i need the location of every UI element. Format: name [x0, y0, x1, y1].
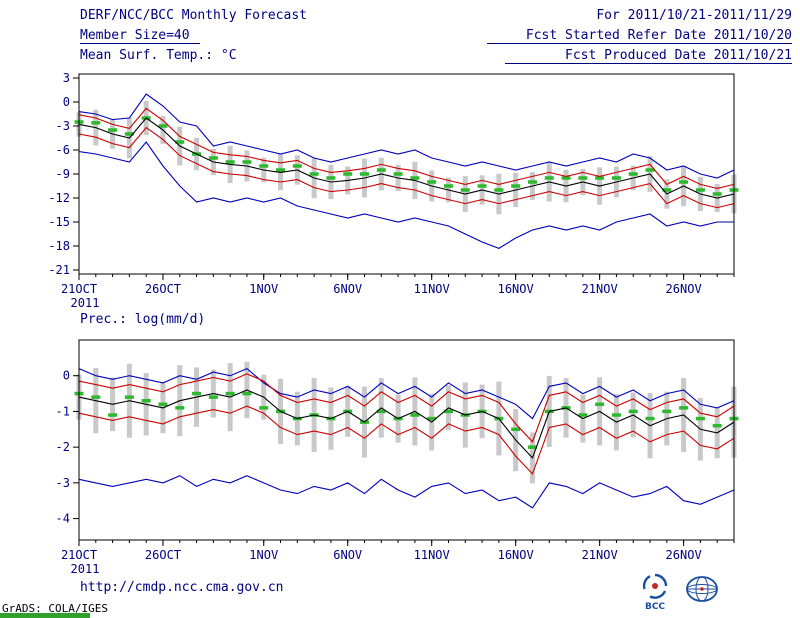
svg-text:-12: -12: [48, 191, 70, 205]
fcst-produced-label: Fcst Produced Date 2011/10/21: [565, 48, 792, 63]
precipitation-chart: 0 -1 -2 -3 -4 21OCT 26OCT 1NOV 6NOV 11NOV 16NOV 21N…: [22, 330, 778, 576]
svg-text:1NOV: 1NOV: [249, 548, 278, 562]
footer-logos: BCC: [638, 572, 724, 612]
svg-text:6NOV: 6NOV: [333, 548, 362, 562]
svg-text:-4: -4: [56, 512, 70, 526]
temperature-chart: 3 0 -3 -6 -9 -12 -15 -18 -21 21OCT 26OCT 1NOV 6NOV 11…: [22, 64, 778, 310]
bcc-logo-icon: BCC: [642, 573, 668, 612]
svg-text:16NOV: 16NOV: [498, 282, 534, 296]
svg-text:21NOV: 21NOV: [582, 548, 618, 562]
svg-text:-6: -6: [56, 143, 70, 157]
ncc-cma-globe-logo-icon: [686, 576, 718, 602]
svg-text:6NOV: 6NOV: [333, 282, 362, 296]
svg-text:11NOV: 11NOV: [414, 282, 450, 296]
source-url-link[interactable]: http://cmdp.ncc.cma.gov.cn: [80, 580, 284, 595]
svg-text:-3: -3: [56, 476, 70, 490]
svg-text:26OCT: 26OCT: [145, 282, 181, 296]
svg-text:26OCT: 26OCT: [145, 548, 181, 562]
page-title: DERF/NCC/BCC Monthly Forecast: [80, 8, 307, 23]
header-underline-right-1: [487, 43, 792, 44]
svg-text:26NOV: 26NOV: [666, 548, 702, 562]
svg-text:2011: 2011: [71, 296, 100, 310]
header-underline-right-2: [505, 63, 792, 64]
svg-text:21OCT: 21OCT: [61, 548, 97, 562]
grads-credit-label: GrADS: COLA/IGES: [2, 602, 108, 615]
svg-text:3: 3: [63, 71, 70, 85]
svg-text:1NOV: 1NOV: [249, 282, 278, 296]
svg-text:-15: -15: [48, 215, 70, 229]
bottom-green-strip: [0, 613, 90, 618]
svg-text:0: 0: [63, 369, 70, 383]
bcc-logo-label: BCC: [645, 602, 665, 612]
svg-text:-9: -9: [56, 167, 70, 181]
svg-text:26NOV: 26NOV: [666, 282, 702, 296]
svg-text:-1: -1: [56, 404, 70, 418]
svg-text:2011: 2011: [71, 562, 100, 576]
svg-text:16NOV: 16NOV: [498, 548, 534, 562]
member-size-label: Member Size=40: [80, 28, 190, 43]
svg-text:-3: -3: [56, 119, 70, 133]
svg-text:-18: -18: [48, 239, 70, 253]
svg-text:21NOV: 21NOV: [582, 282, 618, 296]
fcst-started-label: Fcst Started Refer Date 2011/10/20: [525, 28, 792, 43]
forecast-range-label: For 2011/10/21-2011/11/29: [596, 8, 792, 23]
header-underline-left: [80, 43, 200, 44]
temp-chart-title: Mean Surf. Temp.: °C: [80, 48, 237, 63]
precip-chart-title: Prec.: log(mm/d): [80, 312, 206, 327]
svg-text:-2: -2: [56, 440, 70, 454]
svg-text:0: 0: [63, 95, 70, 109]
svg-text:21OCT: 21OCT: [61, 282, 97, 296]
svg-text:11NOV: 11NOV: [414, 548, 450, 562]
svg-text:-21: -21: [48, 263, 70, 277]
